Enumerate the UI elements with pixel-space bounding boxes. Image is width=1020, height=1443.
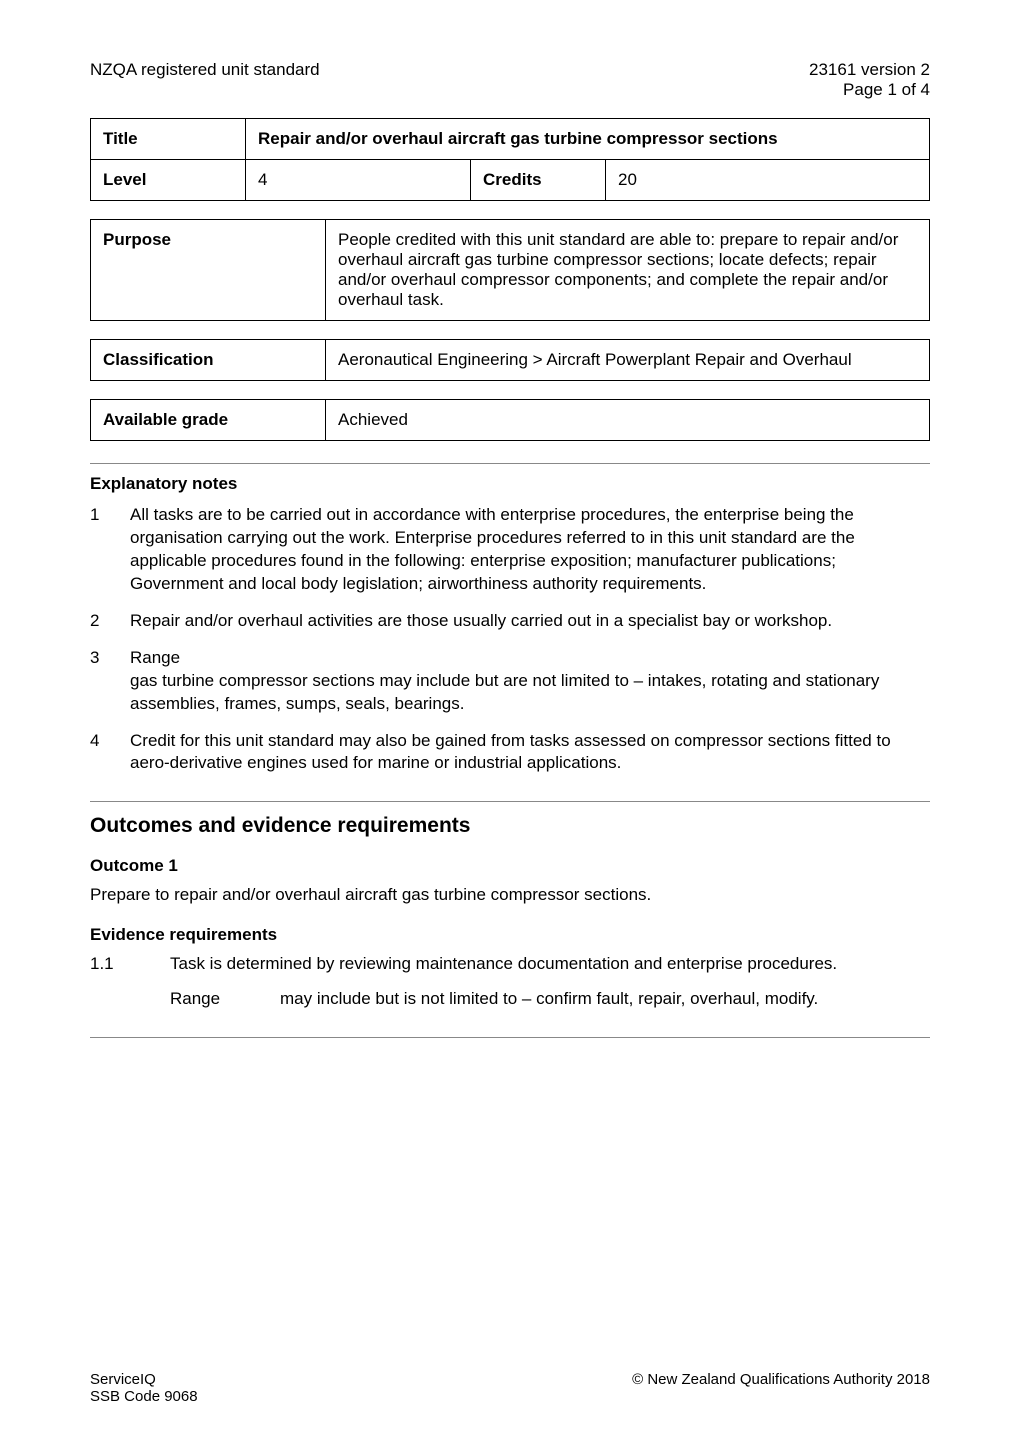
explanatory-notes-heading: Explanatory notes bbox=[90, 463, 930, 494]
page: NZQA registered unit standard 23161 vers… bbox=[0, 0, 1020, 1443]
table-row: Purpose People credited with this unit s… bbox=[91, 220, 930, 321]
list-item: All tasks are to be carried out in accor… bbox=[90, 504, 930, 596]
footer-left: ServiceIQ SSB Code 9068 bbox=[90, 1371, 198, 1405]
table-row: Title Repair and/or overhaul aircraft ga… bbox=[91, 119, 930, 160]
explanatory-notes-list: All tasks are to be carried out in accor… bbox=[90, 504, 930, 775]
outcome-1-heading: Outcome 1 bbox=[90, 856, 930, 876]
evidence-heading: Evidence requirements bbox=[90, 925, 930, 945]
credits-label: Credits bbox=[471, 160, 606, 201]
note-3-text: Range gas turbine compressor sections ma… bbox=[130, 647, 930, 716]
header-right: 23161 version 2 Page 1 of 4 bbox=[809, 60, 930, 100]
title-table: Title Repair and/or overhaul aircraft ga… bbox=[90, 118, 930, 201]
evidence-item-text: Task is determined by reviewing maintena… bbox=[170, 953, 930, 976]
title-label: Title bbox=[91, 119, 246, 160]
purpose-label: Purpose bbox=[91, 220, 326, 321]
list-item: Repair and/or overhaul activities are th… bbox=[90, 610, 930, 633]
available-grade-table: Available grade Achieved bbox=[90, 399, 930, 441]
page-number: Page 1 of 4 bbox=[809, 80, 930, 100]
range-label: Range bbox=[170, 988, 280, 1011]
footer-rule bbox=[90, 1037, 930, 1038]
classification-table: Classification Aeronautical Engineering … bbox=[90, 339, 930, 381]
outcomes-heading: Outcomes and evidence requirements bbox=[90, 801, 930, 838]
level-label: Level bbox=[91, 160, 246, 201]
standard-id: 23161 version 2 bbox=[809, 60, 930, 80]
available-grade-label: Available grade bbox=[91, 400, 326, 441]
footer-ssb: SSB Code 9068 bbox=[90, 1388, 198, 1405]
note-2-text: Repair and/or overhaul activities are th… bbox=[130, 610, 930, 633]
table-row: Classification Aeronautical Engineering … bbox=[91, 340, 930, 381]
header-left: NZQA registered unit standard bbox=[90, 60, 320, 100]
title-text: Repair and/or overhaul aircraft gas turb… bbox=[246, 119, 930, 160]
outcome-1-text: Prepare to repair and/or overhaul aircra… bbox=[90, 884, 930, 907]
list-item: Credit for this unit standard may also b… bbox=[90, 730, 930, 776]
table-row: Level 4 Credits 20 bbox=[91, 160, 930, 201]
page-header: NZQA registered unit standard 23161 vers… bbox=[90, 60, 930, 100]
evidence-item-number: 1.1 bbox=[90, 953, 170, 976]
purpose-text: People credited with this unit standard … bbox=[326, 220, 930, 321]
list-item: Range gas turbine compressor sections ma… bbox=[90, 647, 930, 716]
evidence-range: Range may include but is not limited to … bbox=[170, 988, 930, 1011]
note-1-text: All tasks are to be carried out in accor… bbox=[130, 504, 930, 596]
classification-label: Classification bbox=[91, 340, 326, 381]
page-footer: ServiceIQ SSB Code 9068 © New Zealand Qu… bbox=[90, 1371, 930, 1405]
footer-org: ServiceIQ bbox=[90, 1371, 198, 1388]
level-value: 4 bbox=[246, 160, 471, 201]
evidence-item: 1.1 Task is determined by reviewing main… bbox=[90, 953, 930, 976]
classification-text: Aeronautical Engineering > Aircraft Powe… bbox=[326, 340, 930, 381]
credits-value: 20 bbox=[606, 160, 930, 201]
note-4-text: Credit for this unit standard may also b… bbox=[130, 730, 930, 776]
range-text: may include but is not limited to – conf… bbox=[280, 988, 930, 1011]
purpose-table: Purpose People credited with this unit s… bbox=[90, 219, 930, 321]
table-row: Available grade Achieved bbox=[91, 400, 930, 441]
available-grade-text: Achieved bbox=[326, 400, 930, 441]
footer-copyright: © New Zealand Qualifications Authority 2… bbox=[632, 1371, 930, 1405]
